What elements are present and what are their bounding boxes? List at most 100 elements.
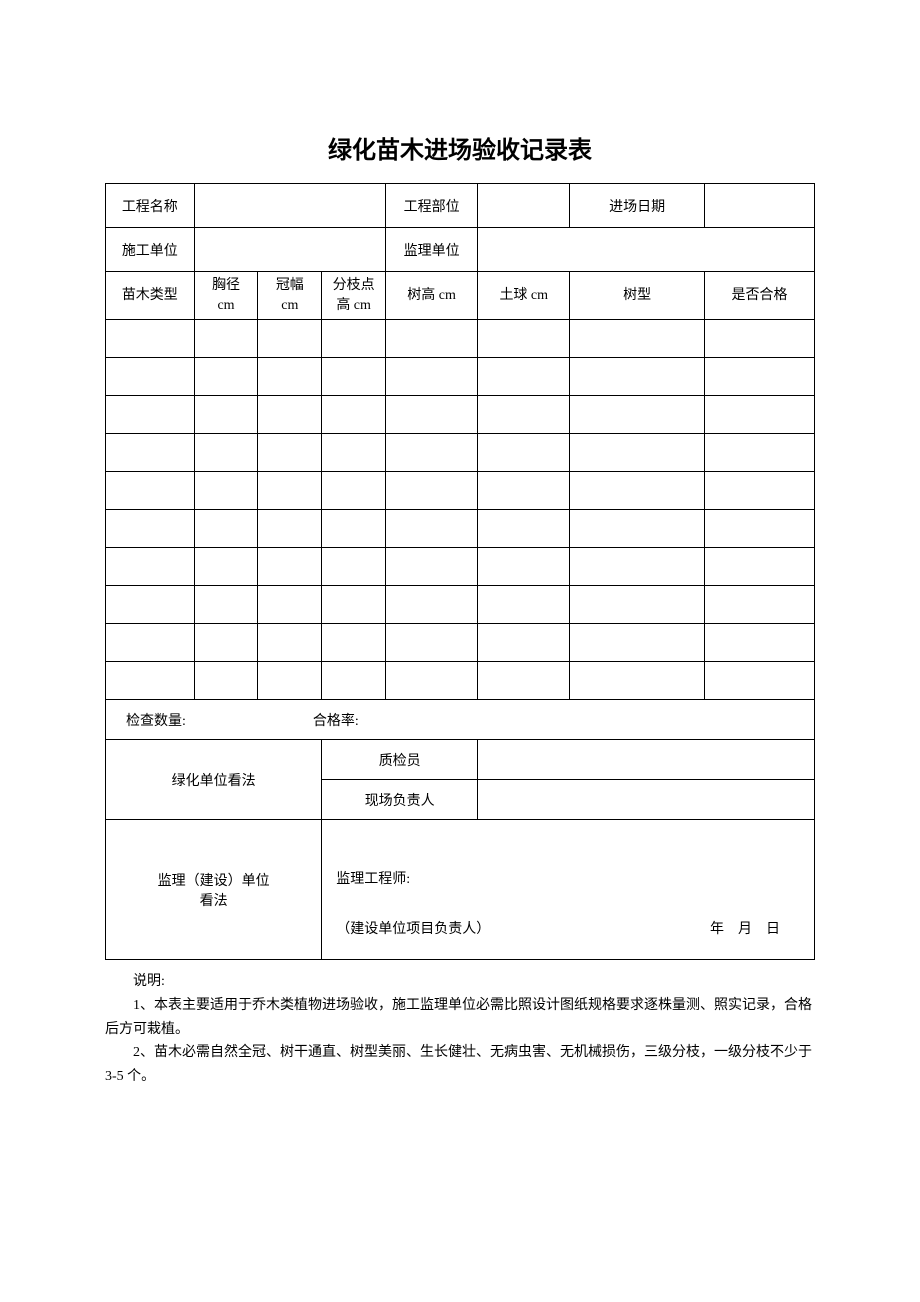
table-cell — [570, 624, 705, 662]
table-cell — [258, 662, 322, 700]
table-cell — [194, 472, 258, 510]
table-cell — [258, 434, 322, 472]
table-cell — [386, 358, 478, 396]
table-cell — [194, 662, 258, 700]
entry-date-label: 进场日期 — [570, 184, 705, 228]
project-name-value — [194, 184, 385, 228]
construction-unit-label: 施工单位 — [106, 228, 195, 272]
table-cell — [386, 434, 478, 472]
table-cell — [258, 624, 322, 662]
table-cell — [570, 434, 705, 472]
table-cell — [705, 472, 815, 510]
table-cell — [194, 396, 258, 434]
table-cell — [322, 434, 386, 472]
table-cell — [705, 662, 815, 700]
table-cell — [705, 396, 815, 434]
table-cell — [194, 624, 258, 662]
table-cell — [194, 434, 258, 472]
table-cell — [106, 358, 195, 396]
table-cell — [705, 624, 815, 662]
table-cell — [194, 586, 258, 624]
green-unit-opinion-label: 绿化单位看法 — [106, 740, 322, 820]
supervision-opinion-content: 监理工程师: （建设单位项目负责人） 年 月 日 — [322, 820, 815, 960]
engineer-label: 监理工程师: — [336, 868, 800, 888]
table-cell — [570, 586, 705, 624]
table-cell — [106, 662, 195, 700]
pass-rate-label: 合格率: — [313, 714, 359, 729]
table-cell — [194, 358, 258, 396]
table-cell — [258, 510, 322, 548]
col-tree-form: 树型 — [570, 272, 705, 320]
table-cell — [386, 510, 478, 548]
page-title: 绿化苗木进场验收记录表 — [105, 130, 815, 165]
table-cell — [194, 548, 258, 586]
table-cell — [386, 624, 478, 662]
col-tree-height: 树高 cm — [386, 272, 478, 320]
col-seedling-type: 苗木类型 — [106, 272, 195, 320]
table-cell — [322, 320, 386, 358]
table-cell — [322, 358, 386, 396]
inspector-label: 质检员 — [322, 740, 478, 780]
table-cell — [705, 586, 815, 624]
table-cell — [478, 624, 570, 662]
project-part-value — [478, 184, 570, 228]
table-cell — [194, 320, 258, 358]
table-cell — [705, 548, 815, 586]
date-fields: 年 月 日 — [710, 918, 780, 938]
table-cell — [258, 472, 322, 510]
col-dbh: 胸径 cm — [194, 272, 258, 320]
supervision-unit-value — [478, 228, 815, 272]
table-cell — [106, 624, 195, 662]
table-cell — [258, 396, 322, 434]
table-cell — [570, 548, 705, 586]
table-cell — [106, 510, 195, 548]
table-cell — [386, 320, 478, 358]
table-cell — [106, 434, 195, 472]
note-2: 2、苗木必需自然全冠、树干通直、树型美丽、生长健壮、无病虫害、无机械损伤，三级分… — [105, 1041, 815, 1089]
col-qualified: 是否合格 — [705, 272, 815, 320]
notes-section: 说明: 1、本表主要适用于乔木类植物进场验收，施工监理单位必需比照设计图纸规格要… — [105, 970, 815, 1089]
col-branch-height: 分枝点 高 cm — [322, 272, 386, 320]
table-cell — [478, 320, 570, 358]
table-cell — [258, 586, 322, 624]
table-cell — [258, 320, 322, 358]
project-part-label: 工程部位 — [386, 184, 478, 228]
table-cell — [570, 662, 705, 700]
supervision-unit-label: 监理单位 — [386, 228, 478, 272]
entry-date-value — [705, 184, 815, 228]
table-cell — [386, 472, 478, 510]
table-cell — [106, 396, 195, 434]
table-cell — [705, 358, 815, 396]
table-cell — [570, 358, 705, 396]
table-cell — [570, 472, 705, 510]
table-cell — [322, 472, 386, 510]
table-cell — [478, 358, 570, 396]
summary-row: 检查数量: 合格率: — [106, 700, 815, 740]
table-cell — [322, 624, 386, 662]
table-cell — [705, 320, 815, 358]
note-1: 1、本表主要适用于乔木类植物进场验收，施工监理单位必需比照设计图纸规格要求逐株量… — [105, 994, 815, 1042]
table-cell — [106, 320, 195, 358]
table-cell — [478, 434, 570, 472]
table-cell — [106, 472, 195, 510]
inspection-table: 工程名称 工程部位 进场日期 施工单位 监理单位 苗木类型 胸径 cm 冠幅 c… — [105, 183, 815, 960]
table-cell — [478, 586, 570, 624]
table-cell — [478, 396, 570, 434]
table-cell — [386, 396, 478, 434]
table-cell — [322, 510, 386, 548]
table-cell — [386, 662, 478, 700]
table-cell — [570, 510, 705, 548]
table-cell — [322, 662, 386, 700]
table-cell — [194, 510, 258, 548]
table-cell — [322, 586, 386, 624]
table-cell — [386, 548, 478, 586]
table-cell — [106, 586, 195, 624]
table-cell — [322, 548, 386, 586]
table-cell — [322, 396, 386, 434]
project-name-label: 工程名称 — [106, 184, 195, 228]
table-cell — [258, 358, 322, 396]
col-crown: 冠幅 cm — [258, 272, 322, 320]
site-manager-value — [478, 780, 815, 820]
table-cell — [705, 434, 815, 472]
site-manager-label: 现场负责人 — [322, 780, 478, 820]
